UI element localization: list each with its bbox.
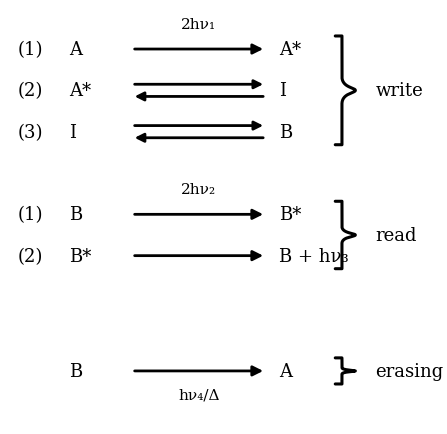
Text: (1): (1) — [18, 206, 43, 224]
Text: I: I — [279, 82, 287, 100]
Text: A: A — [279, 362, 292, 380]
Text: 2hν₁: 2hν₁ — [181, 18, 216, 32]
Text: B: B — [69, 206, 83, 224]
Text: B*: B* — [279, 206, 302, 224]
Text: read: read — [375, 226, 417, 244]
Text: erasing: erasing — [375, 362, 444, 380]
Text: hν₄/Δ: hν₄/Δ — [178, 388, 219, 401]
Text: B: B — [69, 362, 83, 380]
Text: B: B — [279, 123, 293, 141]
Text: I: I — [69, 123, 76, 141]
Text: (1): (1) — [18, 41, 43, 59]
Text: A*: A* — [279, 41, 301, 59]
Text: B + hν₃: B + hν₃ — [279, 247, 349, 265]
Text: (2): (2) — [18, 247, 43, 265]
Text: write: write — [375, 82, 423, 100]
Text: (3): (3) — [18, 123, 43, 141]
Text: (2): (2) — [18, 82, 43, 100]
Text: A: A — [69, 41, 82, 59]
Text: B*: B* — [69, 247, 92, 265]
Text: A*: A* — [69, 82, 91, 100]
Text: 2hν₂: 2hν₂ — [181, 183, 216, 197]
